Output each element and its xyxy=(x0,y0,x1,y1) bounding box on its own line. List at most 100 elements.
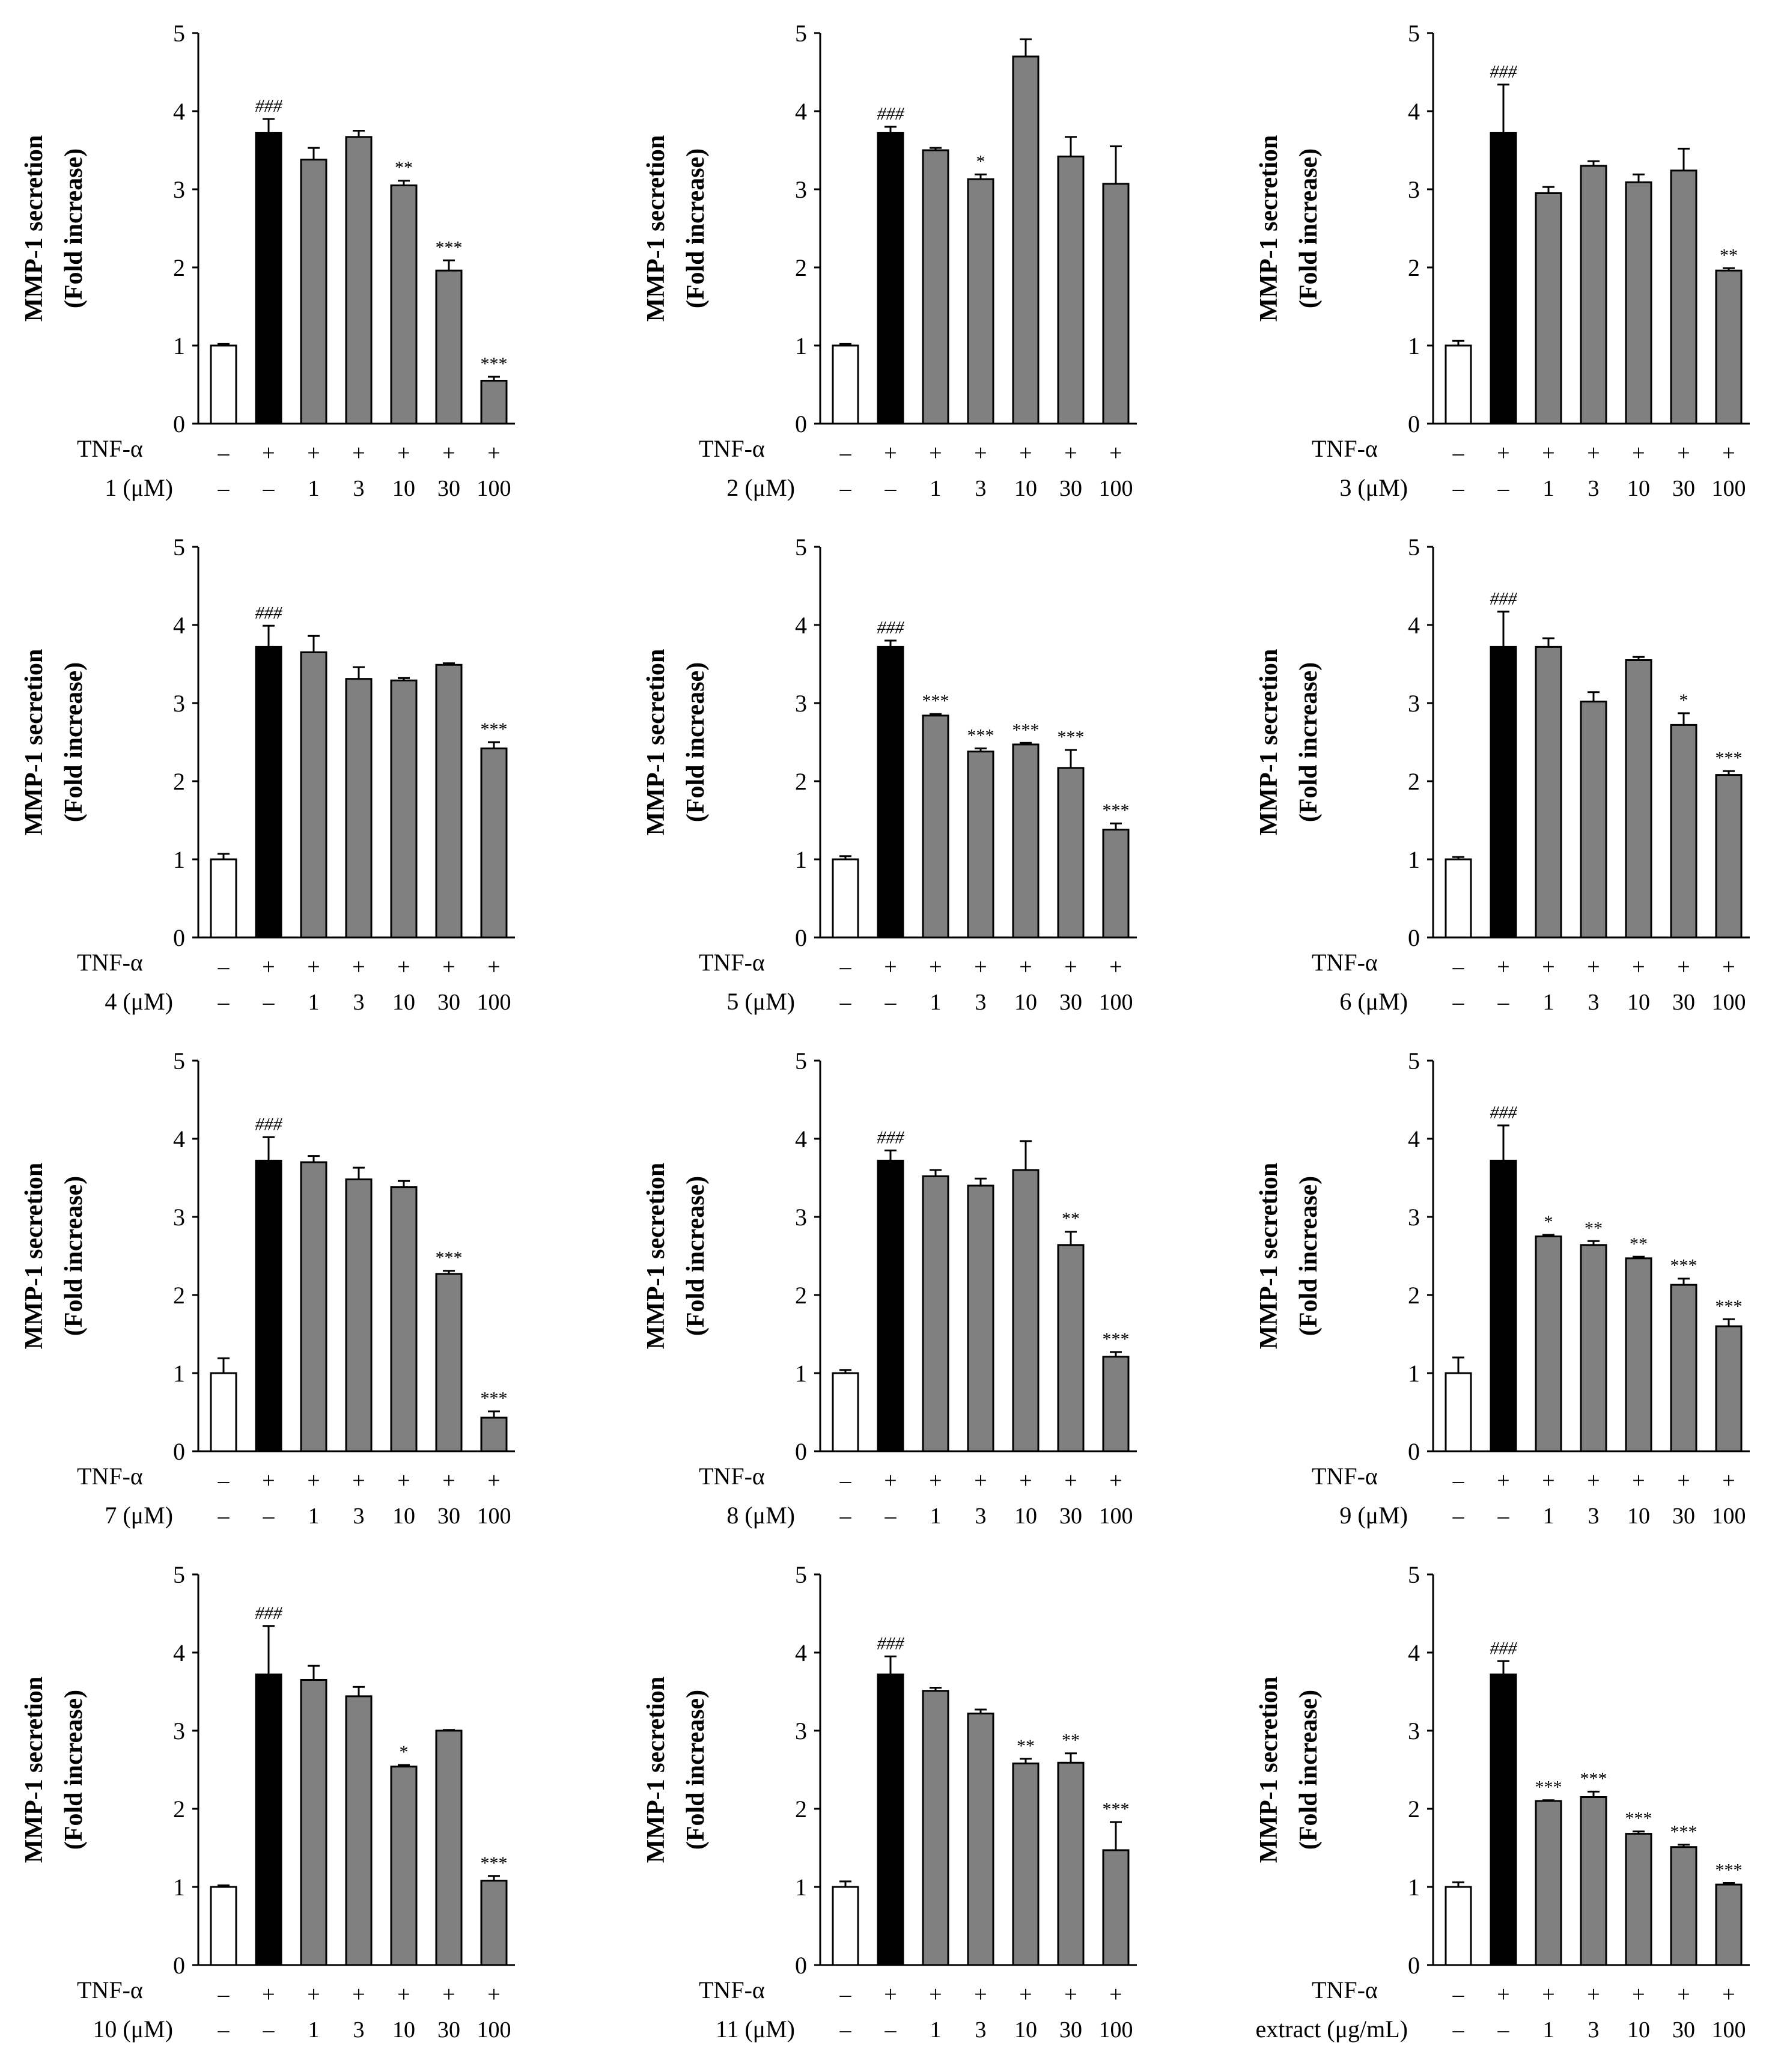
tnf-condition-label: + xyxy=(1587,1468,1600,1493)
significance-label: *** xyxy=(1580,1769,1607,1788)
y-tick-label: 3 xyxy=(1408,1717,1420,1744)
tnf-condition-label: + xyxy=(1632,1468,1645,1493)
y-tick-label: 1 xyxy=(1408,1874,1420,1901)
x-tick-label: 1 xyxy=(308,990,320,1015)
tnf-condition-label: + xyxy=(1677,1982,1690,2007)
y-tick-label: 5 xyxy=(795,20,807,47)
bar-2 xyxy=(255,1673,282,1966)
y-axis-label: MMP-1 secretion xyxy=(1255,1163,1283,1350)
tnf-condition-label: + xyxy=(1542,1982,1554,2007)
y-tick-label: 4 xyxy=(173,1126,185,1153)
chart-panel-8: MMP-1 secretion (Fold increase) 0 1 2 3 4 5 ### *… xyxy=(642,1047,1137,1529)
tnf-condition-label: + xyxy=(307,1468,320,1493)
x-tick-label: – xyxy=(218,2017,230,2043)
tnf-condition-label: – xyxy=(218,1982,230,2007)
tnf-condition-label: + xyxy=(352,1468,365,1493)
x-tick-label: 3 xyxy=(1588,2017,1600,2043)
tnf-condition-label: + xyxy=(884,954,897,980)
x-tick-label: – xyxy=(263,990,275,1015)
bar-5 xyxy=(390,679,418,939)
bar-4 xyxy=(345,136,373,425)
x-tick-label: – xyxy=(1497,476,1510,501)
tnf-condition-label: + xyxy=(487,954,500,980)
tnf-condition-label: – xyxy=(839,1468,852,1493)
x-tick-label: 10 xyxy=(392,2017,415,2043)
x-tick-label: 30 xyxy=(1059,2017,1082,2043)
tnf-condition-label: + xyxy=(1632,1982,1645,2007)
y-tick-label: 1 xyxy=(1408,332,1420,359)
y-axis-label: (Fold increase) xyxy=(682,148,710,308)
bar-7 xyxy=(1715,269,1743,425)
x-tick-label: – xyxy=(1497,990,1510,1015)
bar-2 xyxy=(255,132,282,425)
bar-2 xyxy=(877,1673,904,1966)
x-tick-label: 100 xyxy=(477,2017,511,2043)
y-tick-label: 3 xyxy=(795,176,807,203)
x-tick-label: – xyxy=(839,476,852,501)
bar-6 xyxy=(1670,1846,1697,1966)
y-tick-label: 0 xyxy=(1408,1952,1420,1979)
bar-4 xyxy=(1580,165,1607,425)
y-tick-label: 1 xyxy=(173,846,185,873)
bar-1 xyxy=(1445,344,1472,425)
x-tick-label: 3 xyxy=(975,990,987,1015)
bar-4 xyxy=(1580,700,1607,939)
x-tick-label: – xyxy=(884,2017,897,2043)
tnf-condition-label: + xyxy=(974,1468,987,1493)
significance-label: ### xyxy=(1490,589,1518,609)
y-tick-label: 2 xyxy=(1408,768,1420,795)
significance-label: ** xyxy=(395,158,413,178)
x-tick-label: – xyxy=(1452,2017,1465,2043)
y-tick-label: 0 xyxy=(173,1952,185,1979)
x-tick-label: 1 xyxy=(1543,990,1554,1015)
y-tick-label: 0 xyxy=(1408,1438,1420,1465)
bar-7 xyxy=(1102,1849,1130,1966)
chart-panel-5: MMP-1 secretion (Fold increase) 0 1 2 3 4 5 ### *… xyxy=(642,534,1137,1015)
tnf-condition-label: – xyxy=(839,954,852,980)
tnf-row-label: TNF-α xyxy=(699,1463,765,1490)
bar-3 xyxy=(300,1161,327,1452)
tnf-condition-label: + xyxy=(1542,954,1554,980)
bar-2 xyxy=(1490,1159,1517,1452)
tnf-condition-label: + xyxy=(1722,1982,1735,2007)
x-tick-label: – xyxy=(884,476,897,501)
y-tick-label: 5 xyxy=(1408,1561,1420,1588)
x-tick-label: – xyxy=(1497,2017,1510,2043)
significance-label: ### xyxy=(255,1114,283,1134)
bar-3 xyxy=(922,715,949,939)
x-tick-label: 100 xyxy=(1712,476,1746,501)
significance-label: ### xyxy=(1490,62,1518,82)
x-tick-label: 1 xyxy=(1543,1504,1554,1529)
y-tick-label: 3 xyxy=(173,690,185,717)
y-tick-label: 4 xyxy=(173,612,185,639)
y-tick-label: 3 xyxy=(173,176,185,203)
y-tick-label: 5 xyxy=(795,1047,807,1074)
x-tick-label: 3 xyxy=(353,1504,365,1529)
tnf-condition-label: + xyxy=(307,954,320,980)
x-tick-label: 10 xyxy=(1627,1504,1650,1529)
treatment-row-label: 10 (μM) xyxy=(93,2016,173,2043)
tnf-condition-label: – xyxy=(218,440,230,466)
x-tick-label: – xyxy=(218,476,230,501)
tnf-condition-label: + xyxy=(929,1982,942,2007)
significance-label: *** xyxy=(1625,1809,1652,1829)
tnf-condition-label: + xyxy=(929,954,942,980)
x-tick-label: 10 xyxy=(1014,2017,1037,2043)
bar-2 xyxy=(1490,1673,1517,1966)
y-tick-label: 4 xyxy=(173,1639,185,1666)
y-tick-label: 3 xyxy=(795,690,807,717)
x-tick-label: 100 xyxy=(1712,990,1746,1015)
x-tick-label: 3 xyxy=(353,476,365,501)
tnf-condition-label: + xyxy=(262,954,275,980)
treatment-row-label: 11 (μM) xyxy=(716,2016,795,2043)
y-axis-label: (Fold increase) xyxy=(1295,148,1323,308)
x-tick-label: 1 xyxy=(1543,476,1554,501)
tnf-condition-label: + xyxy=(352,1982,365,2007)
y-tick-label: 2 xyxy=(795,1282,807,1309)
tnf-condition-label: + xyxy=(1109,954,1122,980)
significance-label: *** xyxy=(436,237,463,257)
x-tick-label: 100 xyxy=(1712,1504,1746,1529)
bar-5 xyxy=(1012,55,1040,425)
y-tick-label: 3 xyxy=(795,1717,807,1744)
tnf-condition-label: + xyxy=(487,440,500,466)
